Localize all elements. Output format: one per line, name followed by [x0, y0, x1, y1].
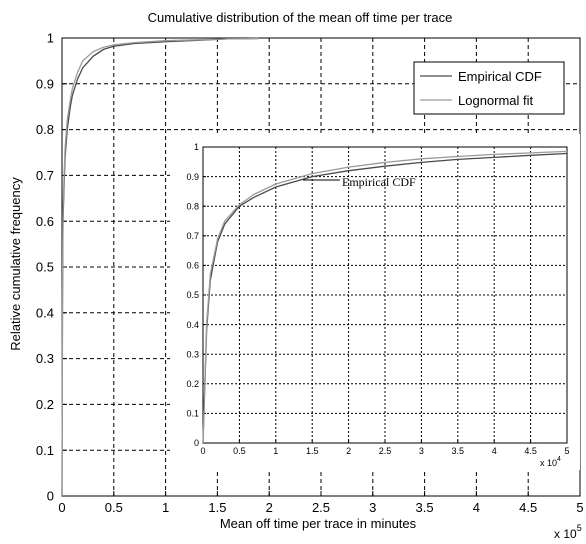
x-tick-label: 2.5: [379, 446, 392, 456]
x-tick-label: 0: [58, 500, 65, 515]
x-tick-label: 1.5: [306, 446, 319, 456]
x-axis-label: Mean off time per trace in minutes: [220, 516, 417, 531]
inset-x-multiplier-exponent: 4: [557, 456, 561, 463]
series-line-2: [61, 37, 259, 497]
x-tick-label: 3.5: [452, 446, 465, 456]
x-tick-label: 4.5: [519, 500, 537, 515]
inset-annotation: Empirical CDF: [342, 175, 416, 189]
y-tick-label: 0.7: [36, 168, 54, 183]
series-line-1: [202, 152, 568, 444]
y-tick-label: 0.2: [36, 397, 54, 412]
x-tick-label: 1.5: [208, 500, 226, 515]
y-tick-label: 0.5: [186, 290, 199, 300]
x-tick-label: 2: [266, 500, 273, 515]
main-x-ticks: 0 0.5 1 1.5 2 2.5 3 3.5 4 4.5 5: [58, 491, 584, 515]
y-tick-label: 0.8: [186, 201, 199, 211]
x-tick-label: 0.5: [105, 500, 123, 515]
y-tick-label: 0.7: [186, 231, 199, 241]
x-tick-label: 1: [162, 500, 169, 515]
inset-x-multiplier: x 104: [540, 456, 561, 468]
legend-label-empirical: Empirical CDF: [458, 69, 542, 84]
x-tick-label: 0: [200, 446, 205, 456]
y-axis-label: Relative cumulative frequency: [8, 177, 23, 351]
y-tick-label: 0.9: [36, 76, 54, 91]
y-tick-label: 0: [194, 438, 199, 448]
y-tick-label: 0.8: [36, 122, 54, 137]
y-tick-label: 0.6: [36, 214, 54, 229]
x-tick-label: 5: [576, 500, 583, 515]
y-tick-label: 0.2: [186, 379, 199, 389]
x-tick-label: 3.5: [416, 500, 434, 515]
legend-box: [413, 61, 565, 115]
x-tick-label: 4.5: [524, 446, 537, 456]
y-tick-label: 0.5: [36, 260, 54, 275]
inset-grid: [203, 147, 567, 443]
inset-x-ticks: 0 0.5 1 1.5 2 2.5 3 3.5 4 4.5 5: [200, 440, 570, 456]
main-y-ticks: 0 0.1 0.2 0.3 0.4 0.5 0.6 0.7 0.8 0.9 1: [36, 31, 67, 504]
inset-series-lines: [202, 150, 568, 444]
x-tick-label: 5: [564, 446, 569, 456]
x-tick-label: 4: [492, 446, 497, 456]
y-tick-label: 0.6: [186, 261, 199, 271]
x-tick-label: 3: [369, 500, 376, 515]
x-tick-label: 3: [419, 446, 424, 456]
x-tick-label: 2: [346, 446, 351, 456]
y-tick-label: 1: [47, 31, 54, 46]
x-tick-label: 4: [473, 500, 480, 515]
x-tick-label: 2.5: [312, 500, 330, 515]
inset-x-multiplier-text: x 10: [540, 458, 557, 468]
series-line-2: [202, 150, 568, 444]
legend: Empirical CDF Lognormal fit: [413, 61, 565, 115]
inset-chart: 0 0.5 1 1.5 2 2.5 3 3.5 4 4.5 5 0 0.1 0.2 0.3 0.4 0.5 0.…: [170, 134, 580, 470]
y-tick-label: 0.4: [36, 305, 54, 320]
inset-background: [170, 134, 580, 470]
x-multiplier-text: x 10: [554, 527, 577, 541]
main-series-lines: [61, 37, 259, 497]
x-multiplier-exponent: 5: [577, 523, 582, 533]
y-tick-label: 1: [194, 142, 199, 152]
y-tick-label: 0.4: [186, 320, 199, 330]
chart-title: Cumulative distribution of the mean off …: [148, 10, 453, 25]
y-tick-label: 0.1: [36, 443, 54, 458]
y-tick-label: 0.3: [186, 349, 199, 359]
x-multiplier-label: x 105: [554, 523, 582, 541]
x-tick-label: 1: [273, 446, 278, 456]
y-tick-label: 0: [47, 489, 54, 504]
y-tick-label: 0.9: [186, 172, 199, 182]
x-tick-label: 0.5: [233, 446, 246, 456]
y-tick-label: 0.3: [36, 351, 54, 366]
y-tick-label: 0.1: [186, 409, 199, 419]
legend-label-lognormal: Lognormal fit: [458, 93, 534, 108]
inset-y-ticks: 0 0.1 0.2 0.3 0.4 0.5 0.6 0.7 0.8 0.9 1: [186, 142, 206, 448]
